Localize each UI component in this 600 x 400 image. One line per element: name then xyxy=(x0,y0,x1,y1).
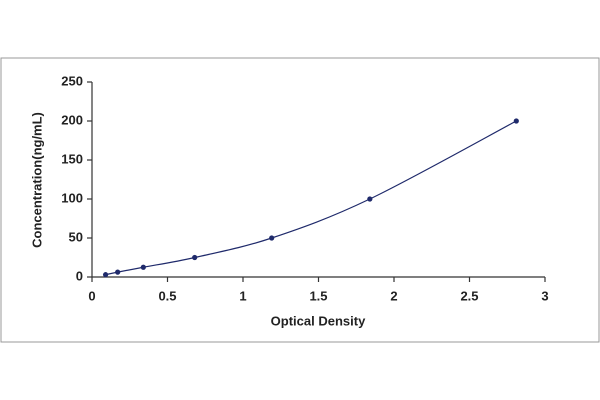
data-point xyxy=(140,264,146,270)
x-tick-label: 2 xyxy=(390,288,397,303)
data-point xyxy=(102,272,109,278)
x-tick-label: 3 xyxy=(541,288,548,303)
x-tick-label: 1.5 xyxy=(309,288,327,303)
y-tick-label: 100 xyxy=(61,190,83,205)
chart-frame xyxy=(0,57,600,343)
y-tick-label: 0 xyxy=(76,268,83,283)
data-point xyxy=(269,235,275,241)
data-point xyxy=(367,196,373,202)
x-tick-label: 2.5 xyxy=(460,288,478,303)
data-point xyxy=(192,254,198,261)
y-tick-label: 150 xyxy=(61,151,83,166)
x-axis-label: Optical Density xyxy=(271,313,366,328)
y-tick-label: 250 xyxy=(61,73,83,88)
y-axis-label: Concentration(ng/mL) xyxy=(29,112,44,248)
x-tick-label: 0.5 xyxy=(158,288,176,303)
data-point xyxy=(115,269,121,275)
x-tick-label: 1 xyxy=(239,288,246,303)
y-tick-label: 200 xyxy=(61,112,83,127)
data-point xyxy=(513,118,519,124)
y-tick-label: 50 xyxy=(69,229,83,244)
x-tick-label: 0 xyxy=(88,288,95,303)
